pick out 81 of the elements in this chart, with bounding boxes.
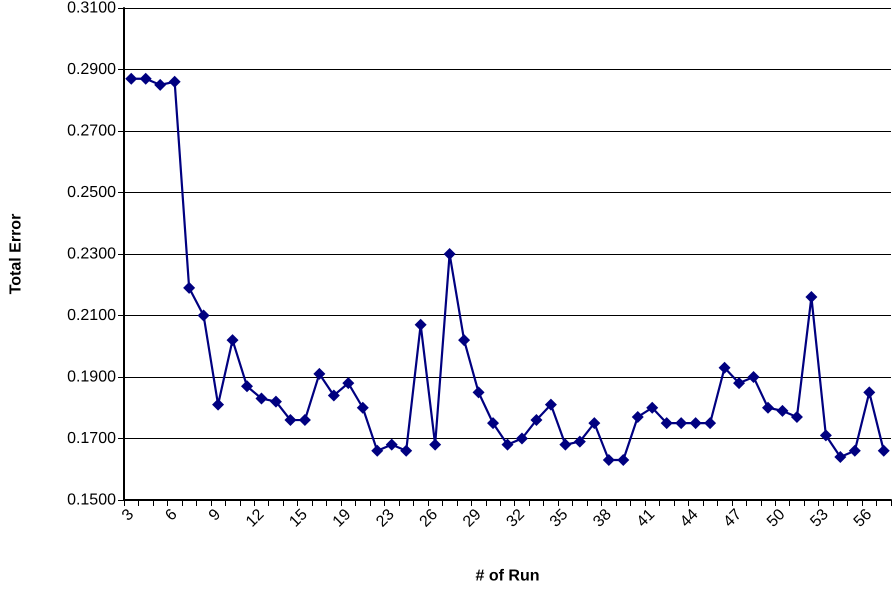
point bbox=[516, 432, 528, 444]
point bbox=[588, 417, 600, 430]
point bbox=[574, 436, 586, 448]
x-tick-label: 6 bbox=[162, 506, 181, 524]
x-tick-label: 9 bbox=[206, 506, 224, 524]
point bbox=[602, 454, 615, 466]
y-tick-label: 0.2300 bbox=[67, 246, 116, 262]
point bbox=[284, 414, 296, 426]
point bbox=[198, 310, 210, 322]
point bbox=[356, 402, 369, 414]
point bbox=[848, 444, 861, 457]
x-tick-label: 53 bbox=[807, 506, 832, 531]
point bbox=[863, 386, 876, 398]
point bbox=[820, 429, 832, 442]
x-tick-label: 38 bbox=[590, 506, 615, 531]
x-axis-title: # of Run bbox=[476, 568, 540, 584]
point bbox=[646, 402, 658, 414]
point bbox=[183, 282, 196, 294]
y-tick-label: 0.1500 bbox=[67, 492, 116, 508]
y-tick-label: 0.3100 bbox=[67, 0, 116, 16]
x-tick-label: 12 bbox=[242, 506, 268, 531]
point bbox=[226, 334, 239, 346]
x-tick-label: 44 bbox=[677, 506, 702, 531]
x-tick-label: 56 bbox=[850, 506, 876, 531]
x-tick-label: 3 bbox=[118, 506, 138, 524]
point bbox=[718, 362, 731, 374]
point bbox=[559, 438, 572, 451]
y-tick-label: 0.2900 bbox=[67, 61, 116, 78]
point bbox=[241, 380, 254, 392]
point bbox=[530, 414, 542, 426]
y-tick-label: 0.2100 bbox=[67, 307, 116, 324]
y-tick-label: 0.1900 bbox=[67, 368, 116, 386]
point bbox=[733, 377, 746, 390]
x-tick-label: 15 bbox=[286, 506, 311, 531]
x-tick-label: 41 bbox=[634, 506, 658, 531]
point bbox=[762, 402, 774, 414]
point bbox=[472, 386, 485, 398]
point bbox=[487, 417, 500, 430]
point bbox=[371, 444, 384, 457]
y-tick-label: 0.2500 bbox=[67, 184, 116, 201]
point bbox=[298, 414, 311, 426]
point bbox=[168, 76, 181, 88]
point bbox=[675, 417, 688, 430]
point bbox=[776, 404, 788, 417]
point bbox=[544, 398, 557, 411]
x-tick-label: 23 bbox=[373, 506, 398, 531]
x-tick-label: 35 bbox=[546, 506, 572, 531]
point bbox=[140, 72, 152, 85]
point bbox=[748, 371, 760, 383]
point bbox=[690, 417, 702, 430]
point bbox=[834, 450, 846, 463]
point bbox=[790, 410, 803, 423]
x-tick-label: 32 bbox=[503, 506, 528, 531]
point bbox=[270, 396, 282, 408]
point bbox=[617, 454, 630, 466]
x-tick-label: 50 bbox=[764, 506, 789, 531]
point bbox=[704, 417, 716, 430]
y-axis-title: Total Error bbox=[8, 214, 24, 294]
point bbox=[125, 72, 138, 85]
point bbox=[660, 417, 673, 430]
x-tick-label: 29 bbox=[460, 506, 485, 531]
point bbox=[414, 318, 427, 331]
point bbox=[632, 410, 644, 423]
point bbox=[458, 334, 470, 346]
point bbox=[502, 438, 514, 451]
point bbox=[255, 392, 268, 405]
point bbox=[342, 377, 354, 390]
point bbox=[400, 444, 412, 457]
x-tick-label: 26 bbox=[416, 506, 442, 531]
point bbox=[878, 444, 890, 457]
point bbox=[313, 368, 326, 380]
point bbox=[212, 398, 224, 411]
point bbox=[444, 248, 456, 260]
x-tick-label: 47 bbox=[720, 506, 746, 531]
y-tick-label: 0.2700 bbox=[67, 122, 116, 140]
point bbox=[429, 438, 442, 451]
point bbox=[328, 389, 340, 402]
point bbox=[154, 78, 166, 91]
point bbox=[386, 438, 398, 451]
x-tick-label: 19 bbox=[330, 506, 354, 531]
y-tick-label: 0.1700 bbox=[67, 430, 116, 447]
